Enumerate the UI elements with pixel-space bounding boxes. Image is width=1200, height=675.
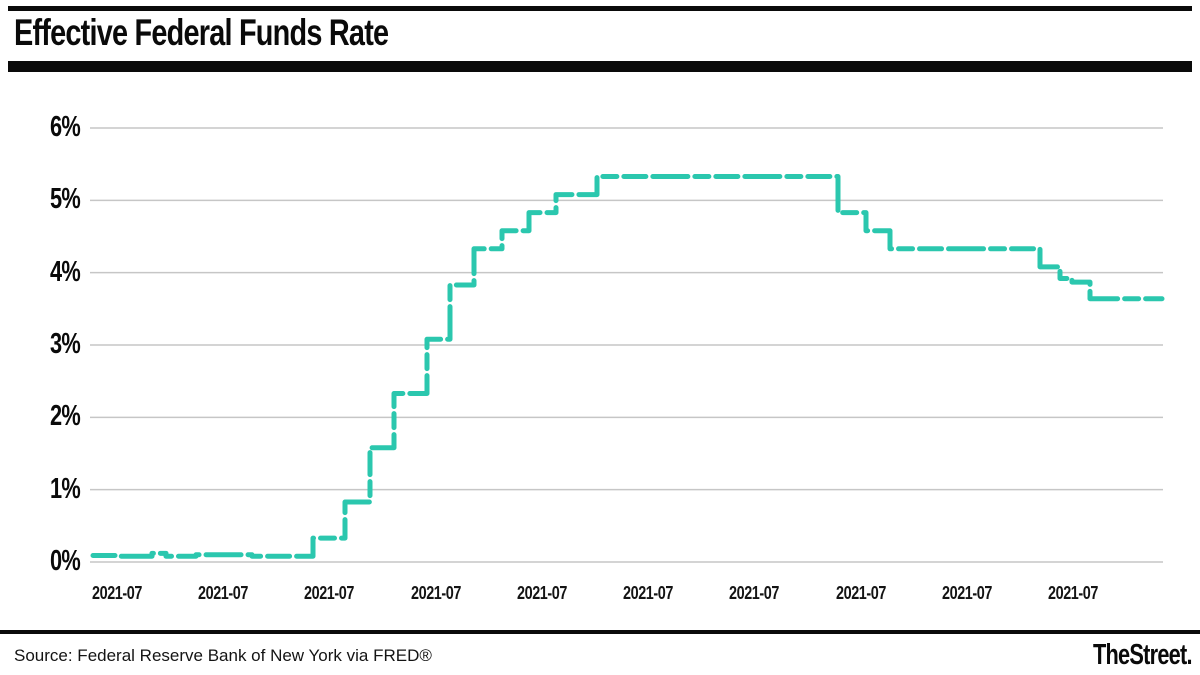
footer-divider <box>0 630 1200 634</box>
y-tick-label: 6% <box>50 111 81 144</box>
x-tick-label: 2021-07 <box>941 583 992 603</box>
rate-step-line <box>90 173 1165 559</box>
effr-step-chart: 6% 5% 4% 3% 2% 1% 0% 2021-07 2021-07 2021-07 2021… <box>0 80 1200 620</box>
y-tick-label: 4% <box>50 255 81 288</box>
x-tick-label: 2021-07 <box>198 583 249 603</box>
gridlines <box>90 127 1163 563</box>
y-tick-label: 3% <box>50 328 81 360</box>
x-tick-label: 2021-07 <box>835 583 886 603</box>
x-tick-label: 2021-07 <box>516 583 567 603</box>
top-divider <box>8 6 1192 11</box>
x-tick-label: 2021-07 <box>1047 583 1099 603</box>
title-divider <box>8 61 1192 72</box>
x-tick-label: 2021-07 <box>304 583 355 603</box>
y-tick-label: 5% <box>50 183 81 216</box>
thestreet-logo: TheStreet. <box>1093 639 1193 671</box>
source-credit: Source: Federal Reserve Bank of New York… <box>14 646 432 665</box>
x-tick-label: 2021-07 <box>623 583 674 603</box>
x-tick-label: 2021-07 <box>729 583 780 603</box>
y-tick-label: 1% <box>50 472 81 505</box>
y-tick-label: 0% <box>50 545 81 577</box>
chart-canvas <box>90 127 1165 563</box>
x-tick-label: 2021-07 <box>91 583 143 603</box>
y-tick-label: 2% <box>50 400 81 433</box>
page-title: Effective Federal Funds Rate <box>14 12 389 53</box>
x-tick-label: 2021-07 <box>410 583 461 603</box>
